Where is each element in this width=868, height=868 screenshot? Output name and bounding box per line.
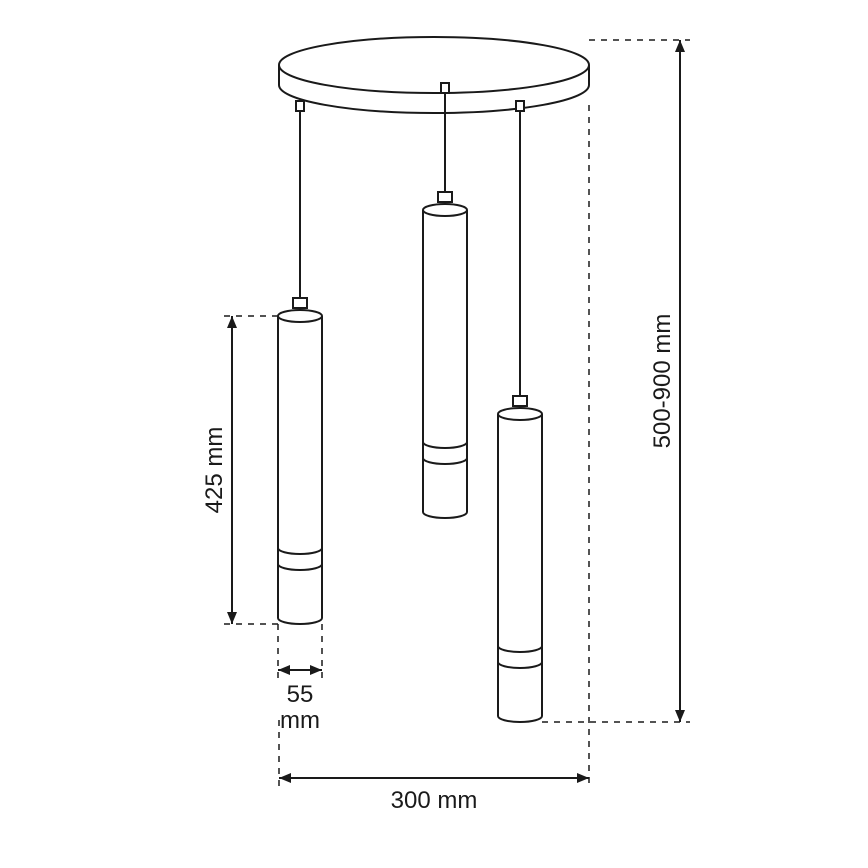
dimension-canopy-width-label: 300 mm (391, 787, 478, 814)
dimension-tube-width-unit: mm (280, 707, 320, 734)
dimension-total-height-label: 500-900 mm (649, 314, 676, 449)
dimension-tube-width-value: 55 (287, 681, 314, 708)
pendant-tube-right (498, 111, 542, 722)
pendant-tube-left (278, 111, 322, 624)
dimension-tube-height-label: 425 mm (201, 427, 228, 514)
pendant-tube-middle (423, 93, 467, 518)
canopy (279, 37, 589, 113)
dimension-total-height: 500-900 mm (542, 40, 690, 722)
technical-drawing: 425 mm 55 mm 300 mm 500-900 mm (0, 0, 868, 868)
dimension-tube-width: 55 mm (278, 624, 322, 734)
dimension-tube-height: 425 mm (201, 316, 278, 624)
